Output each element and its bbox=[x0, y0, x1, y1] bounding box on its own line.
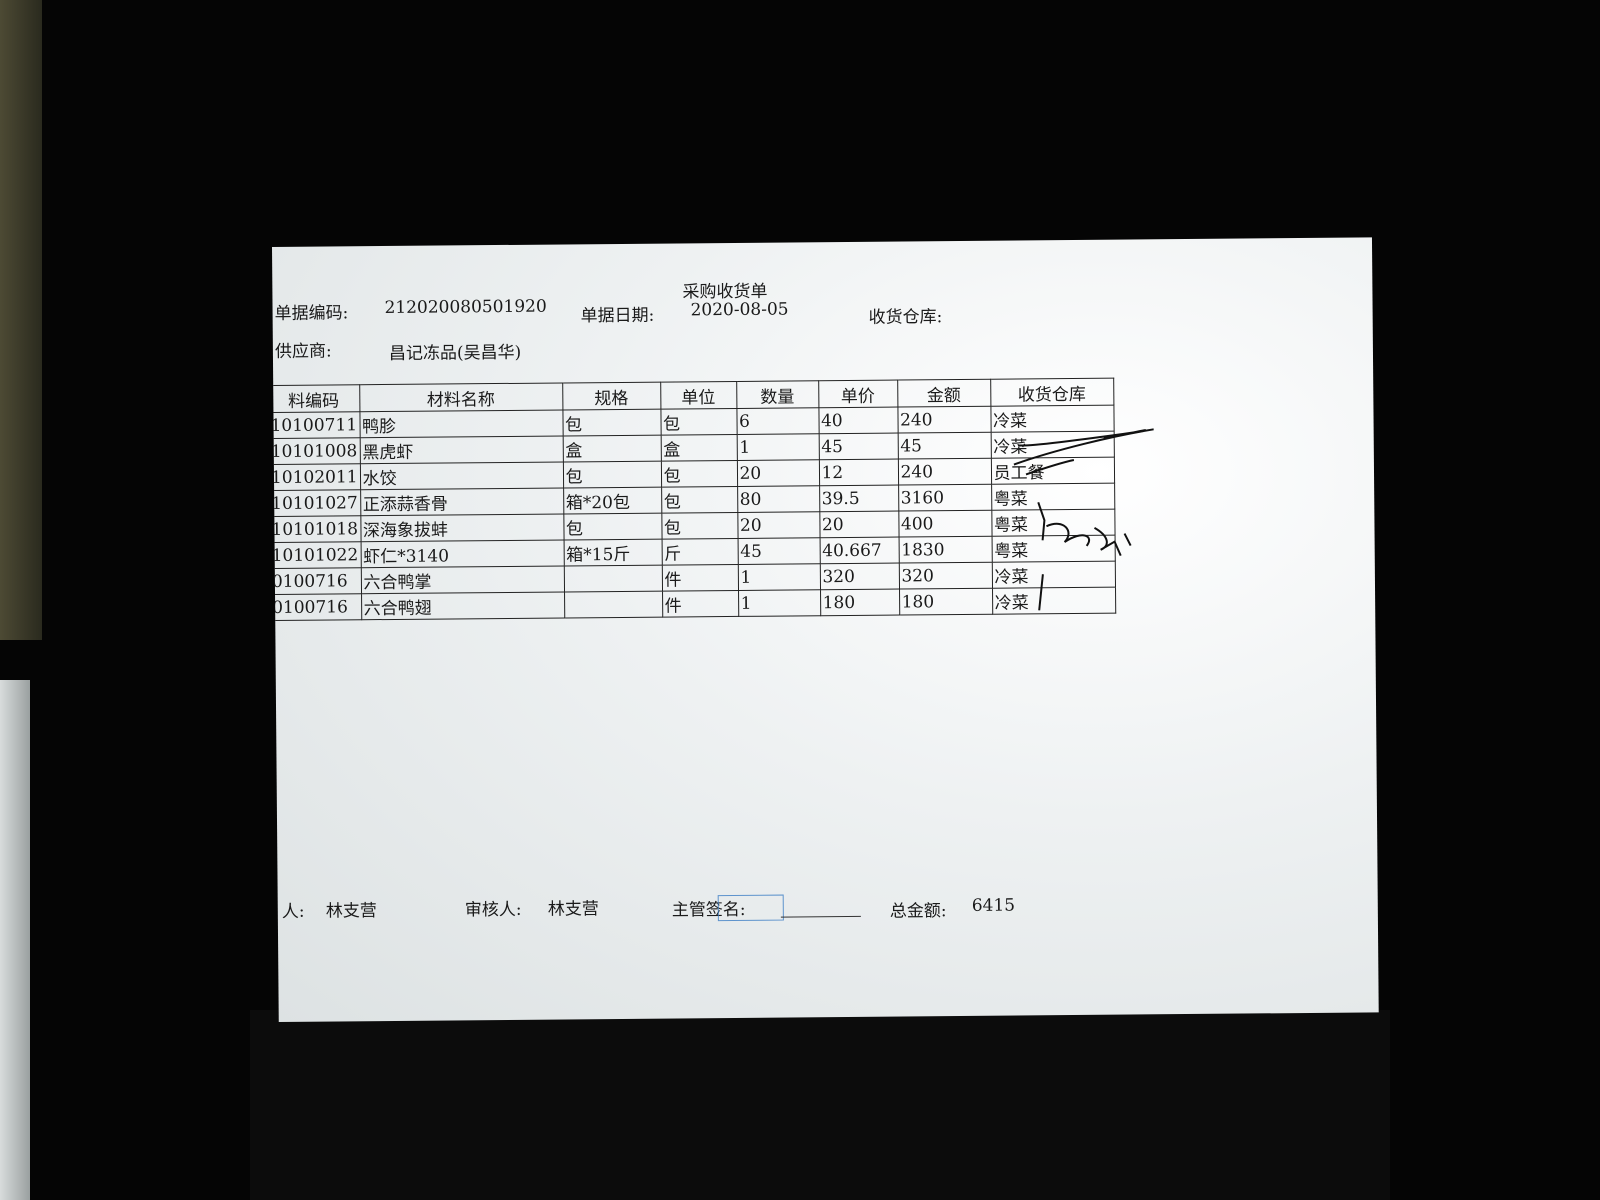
background-tray bbox=[250, 1010, 1390, 1200]
background-edge bbox=[0, 0, 42, 640]
document: 采购收货单 单据编码: 212020080501920 单据日期: 2020-0… bbox=[272, 237, 1379, 1022]
signature bbox=[1025, 459, 1075, 476]
background-paper bbox=[0, 680, 30, 1200]
signature bbox=[1013, 428, 1154, 466]
signature bbox=[1038, 574, 1044, 611]
handwriting bbox=[1013, 428, 1154, 611]
signature bbox=[1037, 501, 1132, 557]
